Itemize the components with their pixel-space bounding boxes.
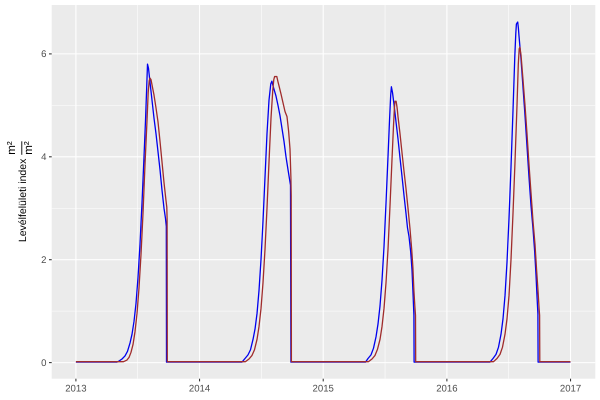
svg-text:m²: m² <box>23 141 35 155</box>
svg-text:2014: 2014 <box>189 384 211 395</box>
svg-text:2015: 2015 <box>313 384 334 395</box>
svg-text:2016: 2016 <box>436 384 457 395</box>
svg-text:4: 4 <box>41 152 47 163</box>
svg-text:2: 2 <box>41 255 46 266</box>
svg-text:2017: 2017 <box>560 384 581 395</box>
svg-text:0: 0 <box>41 358 46 369</box>
svg-text:2013: 2013 <box>65 384 86 395</box>
svg-text:m²: m² <box>6 141 18 155</box>
svg-text:6: 6 <box>41 49 46 60</box>
svg-text:Levélfelületi index: Levélfelületi index <box>17 158 29 242</box>
